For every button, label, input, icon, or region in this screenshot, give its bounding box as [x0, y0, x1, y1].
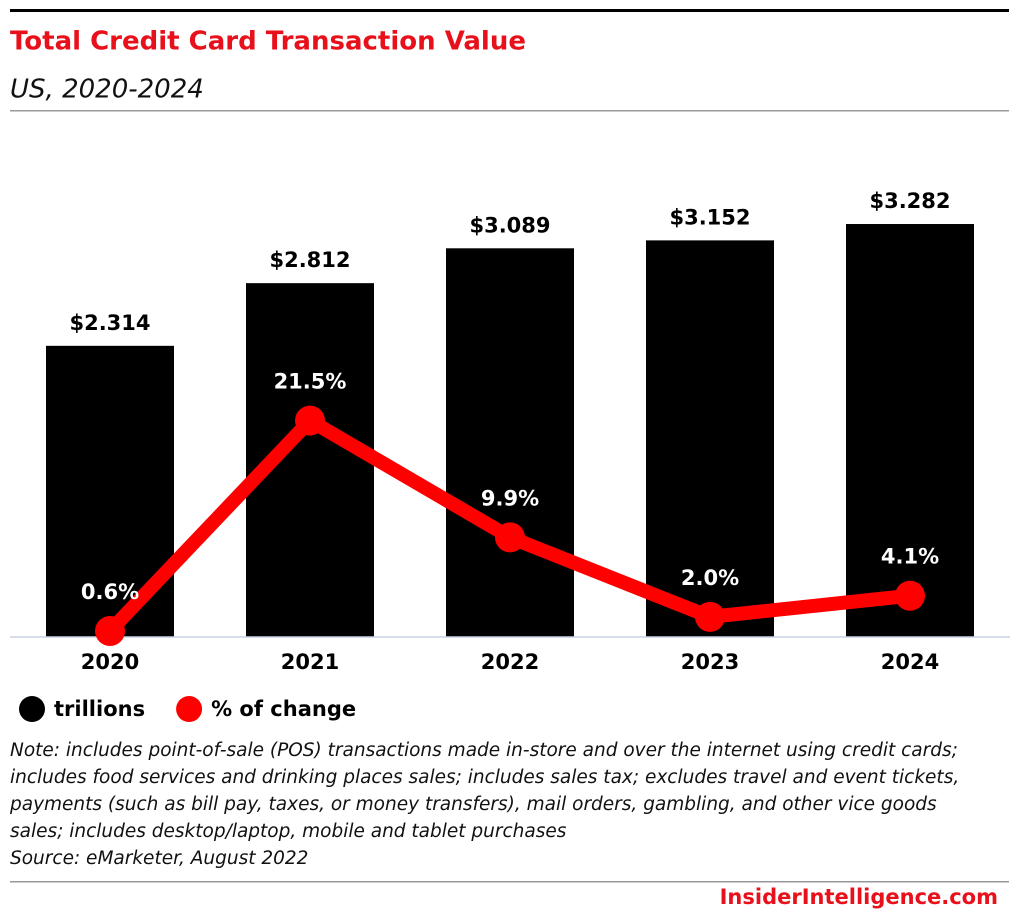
x-tick-label: 2022 [481, 650, 539, 674]
line-point [695, 601, 725, 632]
legend-label: trillions [54, 697, 145, 721]
bar-value-label: $3.089 [469, 213, 550, 237]
line-value-label: 4.1% [881, 545, 939, 569]
x-tick-label: 2021 [281, 650, 339, 674]
chart-title: Total Credit Card Transaction Value [10, 27, 526, 57]
bar-value-label: $2.314 [69, 311, 150, 335]
bar [846, 224, 974, 637]
footer-rule [10, 881, 1009, 883]
bar-value-label: $2.812 [269, 248, 350, 272]
source: Source: eMarketer, August 2022 [10, 848, 309, 869]
line-value-label: 21.5% [274, 370, 347, 394]
line-value-label: 9.9% [481, 486, 539, 510]
line-point [95, 615, 125, 646]
bar [446, 248, 574, 637]
legend-marker [176, 696, 203, 722]
bar [646, 240, 774, 637]
x-tick-label: 2024 [881, 650, 939, 674]
line-point [495, 522, 525, 553]
line-point [295, 405, 325, 436]
legend-marker [19, 696, 45, 722]
x-tick-label: 2020 [81, 650, 139, 674]
note-text: Note: includes point-of-sale (POS) trans… [10, 740, 960, 842]
bar-value-label: $3.282 [869, 189, 950, 213]
top-rule [10, 9, 1009, 12]
header-rule [10, 110, 1009, 112]
brand: InsiderIntelligence.com [720, 885, 998, 909]
line-value-label: 2.0% [681, 566, 739, 590]
note: Note: includes point-of-sale (POS) trans… [10, 737, 970, 872]
x-tick-label: 2023 [681, 650, 739, 674]
bar-value-label: $3.152 [669, 205, 750, 229]
legend-label: % of change [211, 697, 356, 721]
line-point [895, 580, 925, 611]
line-value-label: 0.6% [81, 580, 139, 604]
chart-subtitle: US, 2020-2024 [10, 75, 204, 105]
